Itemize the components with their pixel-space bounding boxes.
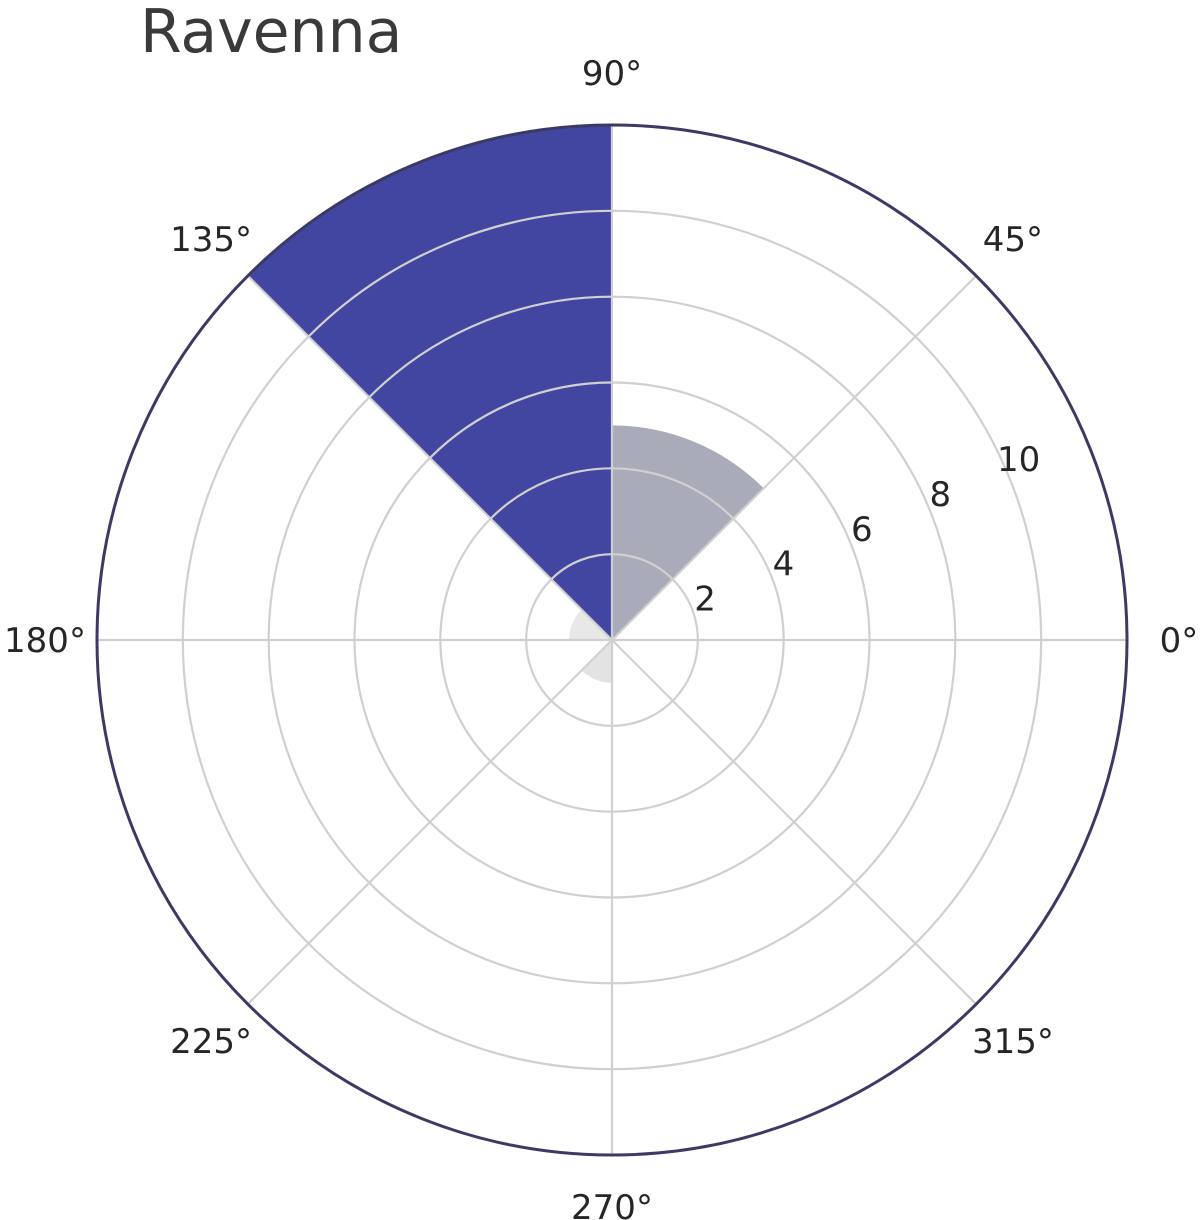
grid-layer: [97, 125, 1127, 1155]
r-tick-label-0: 2: [694, 580, 716, 620]
r-tick-label-2: 6: [851, 510, 873, 550]
theta-tick-label-3: 135°: [170, 220, 252, 260]
sector-bar-2: [569, 609, 612, 640]
r-tick-label-1: 4: [773, 545, 795, 585]
theta-tick-label-1: 45°: [983, 220, 1043, 260]
r-tick-label-3: 8: [929, 475, 951, 515]
theta-gridline-3: [247, 275, 613, 641]
labels-layer: 0° 45° 90° 135° 180° 225° 270° 315° 2 4 6 8 10: [4, 54, 1198, 1220]
theta-tick-label-0: 0°: [1160, 621, 1199, 661]
r-tick-label-4: 10: [997, 440, 1040, 480]
chart-title: Ravenna: [140, 0, 402, 67]
theta-tick-label-7: 315°: [972, 1022, 1054, 1062]
theta-gridline-7: [611, 639, 977, 1005]
sector-bar-0: [612, 425, 764, 640]
sectors-layer: [247, 125, 764, 683]
theta-gridline-1: [611, 275, 977, 641]
theta-gridline-5: [247, 639, 613, 1005]
theta-tick-label-6: 270°: [571, 1188, 653, 1220]
sector-bar-3: [581, 640, 612, 683]
theta-tick-label-2: 90°: [582, 54, 642, 94]
sector-bar-1: [247, 125, 612, 640]
polar-spine: [95, 123, 1129, 1157]
theta-tick-label-5: 225°: [170, 1022, 252, 1062]
spine-layer: [95, 123, 1129, 1157]
theta-tick-label-4: 180°: [4, 621, 86, 661]
